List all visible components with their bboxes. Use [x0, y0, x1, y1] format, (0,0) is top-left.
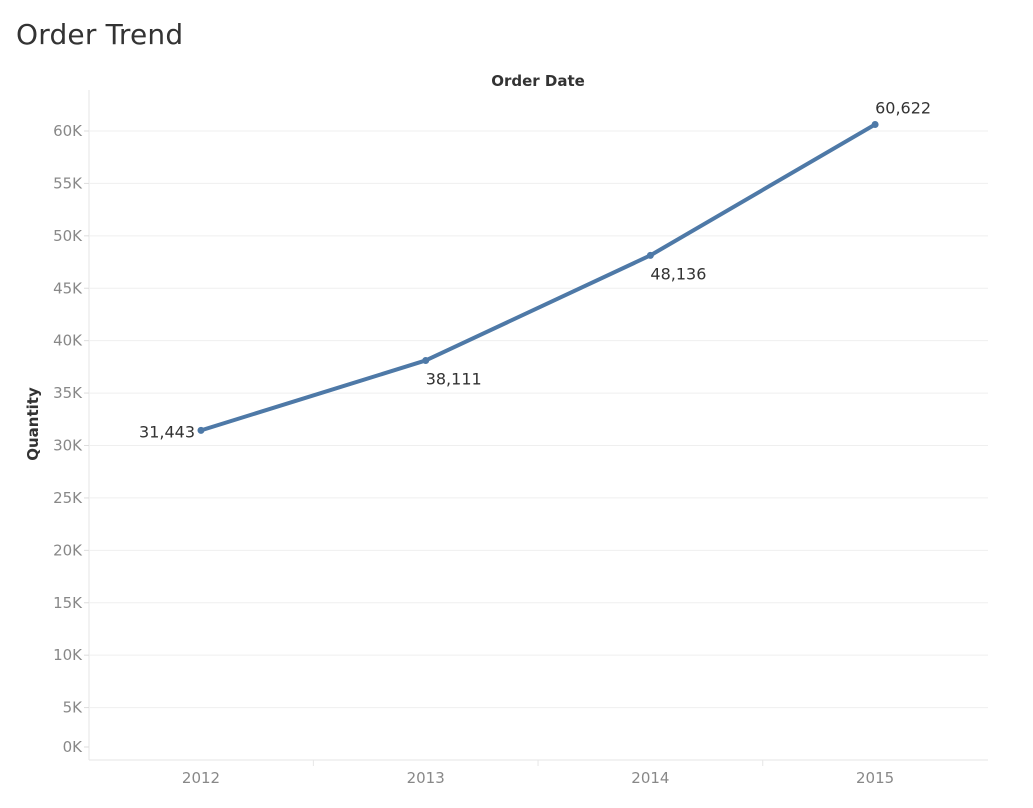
y-tick-label: 40K — [53, 332, 83, 350]
data-labels-layer: 31,443 38,111 48,136 60,622 — [139, 98, 931, 441]
y-tick-label: 45K — [53, 279, 83, 297]
y-axis-title: Quantity — [24, 387, 42, 461]
y-tick-label: 0K — [63, 738, 84, 756]
data-point[interactable] — [197, 426, 205, 434]
y-tick-label: 20K — [53, 541, 83, 559]
y-tick-label: 35K — [53, 384, 83, 402]
y-tick-label: 15K — [53, 594, 83, 612]
x-tick-label: 2014 — [631, 769, 669, 787]
y-tick-label: 5K — [63, 699, 84, 717]
y-tick-label: 25K — [53, 489, 83, 507]
x-tick-label: 2013 — [407, 769, 445, 787]
y-tick-label: 50K — [53, 227, 83, 245]
data-label: 60,622 — [875, 98, 931, 117]
x-tick-label: 2012 — [182, 769, 220, 787]
y-axis-ticks: 0K 5K 10K 15K 20K 25K 30K 35K 40K 45K 50K 55K 60K — [53, 122, 89, 756]
x-tick-label: 2015 — [856, 769, 894, 787]
y-tick-label: 30K — [53, 437, 83, 455]
y-tick-label: 10K — [53, 646, 83, 664]
y-tick-label: 55K — [53, 174, 83, 192]
data-point[interactable] — [422, 356, 430, 364]
series-line — [199, 122, 878, 433]
x-axis-title: Order Date — [491, 72, 585, 90]
gridlines — [88, 90, 988, 766]
x-axis-ticks: 2012 2013 2014 2015 — [182, 769, 894, 787]
chart-title: Order Trend — [16, 18, 184, 51]
data-label: 38,111 — [426, 369, 482, 388]
data-label: 31,443 — [139, 422, 195, 441]
axes: Order Date Quantity — [24, 72, 585, 461]
data-point[interactable] — [646, 251, 654, 259]
y-tick-label: 60K — [53, 122, 83, 140]
data-label: 48,136 — [650, 264, 706, 283]
series-layer — [197, 120, 879, 434]
data-point[interactable] — [871, 120, 879, 128]
